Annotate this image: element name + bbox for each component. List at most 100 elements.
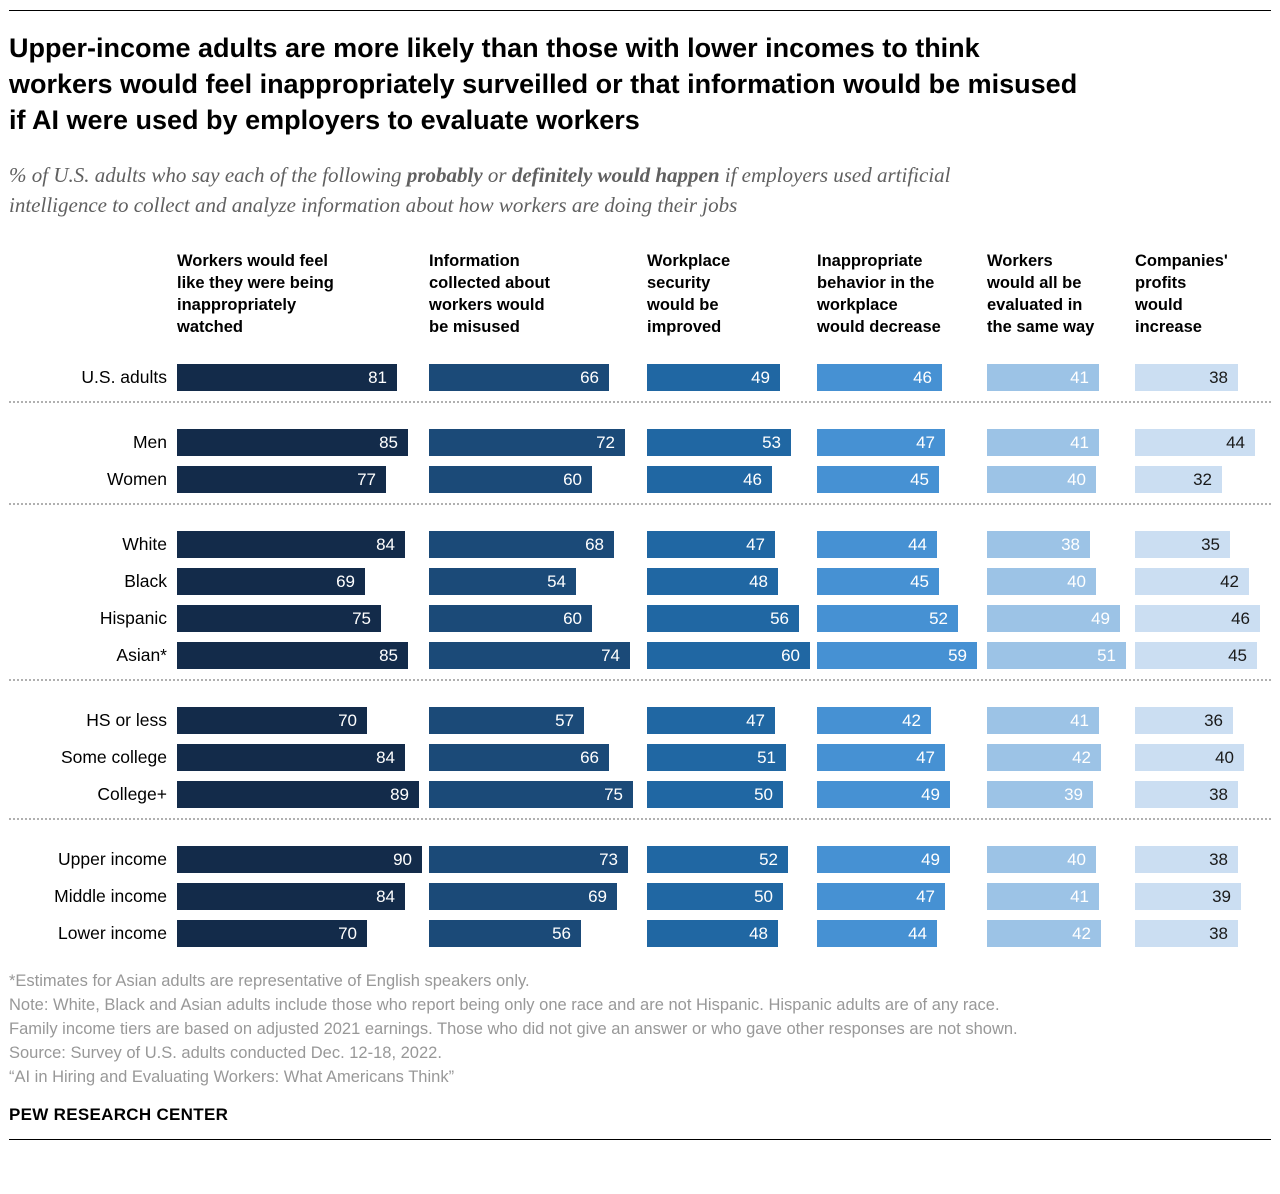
group-divider bbox=[9, 401, 1271, 403]
bar-track: 53 bbox=[647, 429, 817, 456]
bar: 52 bbox=[817, 605, 958, 632]
bar-track: 44 bbox=[817, 920, 987, 947]
bar: 72 bbox=[429, 429, 625, 456]
column-header-2: Information collected about workers would b… bbox=[429, 252, 551, 336]
subtitle: % of U.S. adults who say each of the fol… bbox=[9, 160, 1271, 220]
page: Upper-income adults are more likely than… bbox=[0, 10, 1280, 1140]
bar-track: 84 bbox=[177, 883, 429, 910]
bar-track: 46 bbox=[647, 466, 817, 493]
row-label: HS or less bbox=[86, 710, 167, 730]
chart-row: White 84 68 47 44 38 35 bbox=[9, 531, 1271, 558]
group-divider bbox=[9, 679, 1271, 681]
bar: 47 bbox=[817, 744, 945, 771]
bar-track: 75 bbox=[429, 781, 647, 808]
bar-track: 81 bbox=[177, 364, 429, 391]
bar: 39 bbox=[1135, 883, 1241, 910]
bar-track: 49 bbox=[817, 781, 987, 808]
bar-track: 47 bbox=[647, 531, 817, 558]
bar-track: 66 bbox=[429, 364, 647, 391]
bar: 84 bbox=[177, 744, 405, 771]
footnote-note-1: Note: White, Black and Asian adults incl… bbox=[9, 996, 1000, 1014]
bar-track: 52 bbox=[817, 605, 987, 632]
bar-track: 40 bbox=[987, 466, 1135, 493]
footnote-source: Source: Survey of U.S. adults conducted … bbox=[9, 1044, 442, 1062]
chart-row: Upper income 90 73 52 49 40 38 bbox=[9, 846, 1271, 873]
bar-track: 59 bbox=[817, 642, 987, 669]
top-rule bbox=[9, 10, 1271, 11]
bar: 77 bbox=[177, 466, 386, 493]
bar-track: 40 bbox=[1135, 744, 1261, 771]
bar-track: 69 bbox=[177, 568, 429, 595]
bar-track: 90 bbox=[177, 846, 429, 873]
bar: 36 bbox=[1135, 707, 1233, 734]
bar-track: 49 bbox=[647, 364, 817, 391]
bar-track: 44 bbox=[1135, 429, 1261, 456]
bar: 81 bbox=[177, 364, 397, 391]
bar: 53 bbox=[647, 429, 791, 456]
bar: 69 bbox=[177, 568, 365, 595]
bar-track: 47 bbox=[817, 429, 987, 456]
bar: 44 bbox=[817, 920, 937, 947]
bar-track: 46 bbox=[817, 364, 987, 391]
bar-track: 42 bbox=[987, 744, 1135, 771]
bar: 66 bbox=[429, 364, 609, 391]
bar-track: 56 bbox=[647, 605, 817, 632]
bar: 42 bbox=[987, 920, 1101, 947]
page-title: Upper-income adults are more likely than… bbox=[9, 30, 1271, 138]
bar: 54 bbox=[429, 568, 576, 595]
bar: 49 bbox=[987, 605, 1120, 632]
column-header-4: Inappropriate behavior in the workplace wou… bbox=[817, 252, 941, 336]
bar: 42 bbox=[817, 707, 931, 734]
footnote-report-title: “AI in Hiring and Evaluating Workers: Wh… bbox=[9, 1068, 455, 1086]
bar-track: 70 bbox=[177, 920, 429, 947]
bar: 85 bbox=[177, 642, 408, 669]
bar-track: 49 bbox=[817, 846, 987, 873]
bar-track: 72 bbox=[429, 429, 647, 456]
bar-track: 45 bbox=[1135, 642, 1261, 669]
bar-track: 38 bbox=[1135, 364, 1261, 391]
bar-track: 38 bbox=[1135, 781, 1261, 808]
bar: 38 bbox=[1135, 781, 1238, 808]
subtitle-line-2: intelligence to collect and analyze info… bbox=[9, 193, 738, 217]
bar: 38 bbox=[987, 531, 1090, 558]
bar: 35 bbox=[1135, 531, 1230, 558]
bar: 73 bbox=[429, 846, 628, 873]
bar-track: 41 bbox=[987, 429, 1135, 456]
bar-track: 74 bbox=[429, 642, 647, 669]
bar-track: 45 bbox=[817, 568, 987, 595]
chart-row: Women 77 60 46 45 40 32 bbox=[9, 466, 1271, 493]
footnote-asterisk: *Estimates for Asian adults are represen… bbox=[9, 972, 530, 990]
title-line-1: Upper-income adults are more likely than… bbox=[9, 33, 980, 63]
bar: 59 bbox=[817, 642, 977, 669]
bar: 49 bbox=[817, 846, 950, 873]
bar-track: 42 bbox=[1135, 568, 1261, 595]
row-label: Middle income bbox=[54, 886, 167, 906]
bar: 38 bbox=[1135, 920, 1238, 947]
column-header-5: Workers would all be evaluated in the same … bbox=[987, 252, 1095, 336]
bar-track: 38 bbox=[987, 531, 1135, 558]
chart-body: U.S. adults 81 66 49 46 41 38 Men 85 72 53 47 41 44 Wo… bbox=[9, 364, 1271, 947]
bar: 51 bbox=[987, 642, 1126, 669]
row-label: Men bbox=[132, 432, 167, 452]
row-label: Hispanic bbox=[99, 608, 167, 628]
bar-track: 36 bbox=[1135, 707, 1261, 734]
bar-track: 51 bbox=[647, 744, 817, 771]
bar: 51 bbox=[647, 744, 786, 771]
bar: 85 bbox=[177, 429, 408, 456]
bottom-rule bbox=[9, 1139, 1271, 1140]
bar-track: 38 bbox=[1135, 920, 1261, 947]
bar-track: 41 bbox=[987, 707, 1135, 734]
bar: 45 bbox=[817, 466, 939, 493]
footnote-note-2: Family income tiers are based on adjuste… bbox=[9, 1020, 1018, 1038]
row-label: U.S. adults bbox=[81, 367, 167, 387]
chart-row: HS or less 70 57 47 42 41 36 bbox=[9, 707, 1271, 734]
chart-row: Middle income 84 69 50 47 41 39 bbox=[9, 883, 1271, 910]
bar: 42 bbox=[1135, 568, 1249, 595]
chart-row: Men 85 72 53 47 41 44 bbox=[9, 429, 1271, 456]
chart-row: U.S. adults 81 66 49 46 41 38 bbox=[9, 364, 1271, 391]
bar: 68 bbox=[429, 531, 614, 558]
bar-track: 49 bbox=[987, 605, 1135, 632]
bar: 89 bbox=[177, 781, 419, 808]
bar: 47 bbox=[647, 531, 775, 558]
bar: 50 bbox=[647, 883, 783, 910]
